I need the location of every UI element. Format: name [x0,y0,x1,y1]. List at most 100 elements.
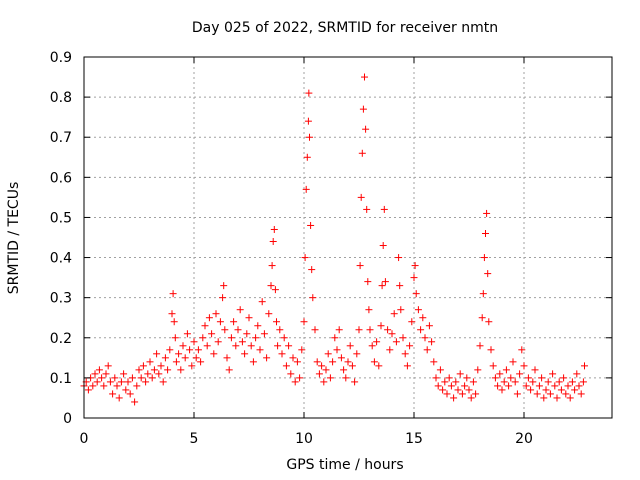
data-point [520,362,528,370]
data-point [351,378,359,386]
data-point [214,338,222,346]
data-point [120,370,128,378]
data-point [318,362,326,370]
data-point [540,394,548,402]
data-point [93,378,101,386]
data-point [395,254,403,262]
data-point [106,378,114,386]
data-point [447,382,455,390]
data-point [309,294,317,302]
data-point [124,378,132,386]
data-point [311,326,319,334]
y-axis-ticks: 0 0.1 0.2 0.3 0.4 0.5 0.6 0.7 0.8 0.9 [50,50,612,427]
y-tick-label: 0.3 [50,291,72,307]
data-point [102,370,110,378]
data-point [511,378,519,386]
data-point [183,330,191,338]
data-point [205,314,213,322]
data-point [579,378,587,386]
chart-title: Day 025 of 2022, SRMTID for receiver nmt… [192,20,498,36]
data-point [333,346,341,354]
data-point [533,390,541,398]
data-point [320,378,328,386]
data-point [269,238,277,246]
data-point [467,394,475,402]
data-point [375,362,383,370]
data-point [157,362,165,370]
data-point [555,378,563,386]
data-point [507,374,515,382]
data-point [549,370,557,378]
data-point [307,221,315,229]
data-point [527,386,535,394]
data-point [577,390,585,398]
data-point [241,350,249,358]
data-point [230,318,238,326]
data-point [188,362,196,370]
data-point [538,374,546,382]
data-point [115,394,123,402]
data-point [342,374,350,382]
data-point [289,354,297,362]
data-point [304,117,312,125]
data-point [322,366,330,374]
data-point [439,386,447,394]
y-tick-label: 0.1 [50,371,72,387]
data-point [535,382,543,390]
data-point [469,378,477,386]
data-point [358,149,366,157]
data-point [496,370,504,378]
x-tick-label: 10 [295,431,313,447]
data-point [210,350,218,358]
data-point [100,382,108,390]
data-point [553,394,561,402]
data-point [171,334,179,342]
data-point [155,370,163,378]
data-point [355,326,363,334]
data-point [361,73,368,81]
data-point [243,330,251,338]
data-point [485,318,493,326]
data-point [357,193,365,201]
data-point [95,366,103,374]
data-point [458,390,466,398]
data-point [175,350,183,358]
data-point [216,318,224,326]
data-point [516,370,524,378]
data-point [362,125,370,133]
data-point [560,374,568,382]
data-point [306,133,313,141]
data-point [117,378,125,386]
data-point [562,390,570,398]
data-point [502,366,510,374]
data-point [500,378,508,386]
data-point [227,334,235,342]
data-point [203,342,211,350]
data-point [201,322,209,330]
data-point [406,342,414,350]
data-point [84,386,92,394]
data-point [166,346,174,354]
data-point [411,262,419,270]
data-point [450,394,458,402]
x-axis-ticks: 0 5 10 15 20 [80,57,533,447]
data-point [144,370,152,378]
data-point [397,306,405,314]
data-point [133,382,141,390]
data-point [131,398,139,406]
data-point [408,318,416,326]
data-point [487,346,495,354]
data-point [282,362,290,370]
data-point [109,390,117,398]
data-point [236,306,244,314]
data-point [172,358,180,366]
data-point [430,358,438,366]
data-point [220,282,228,290]
data-point [484,270,492,278]
data-point [344,358,352,366]
data-point [265,310,273,318]
data-point [568,378,576,386]
data-point [414,306,422,314]
y-tick-label: 0.5 [50,210,72,226]
